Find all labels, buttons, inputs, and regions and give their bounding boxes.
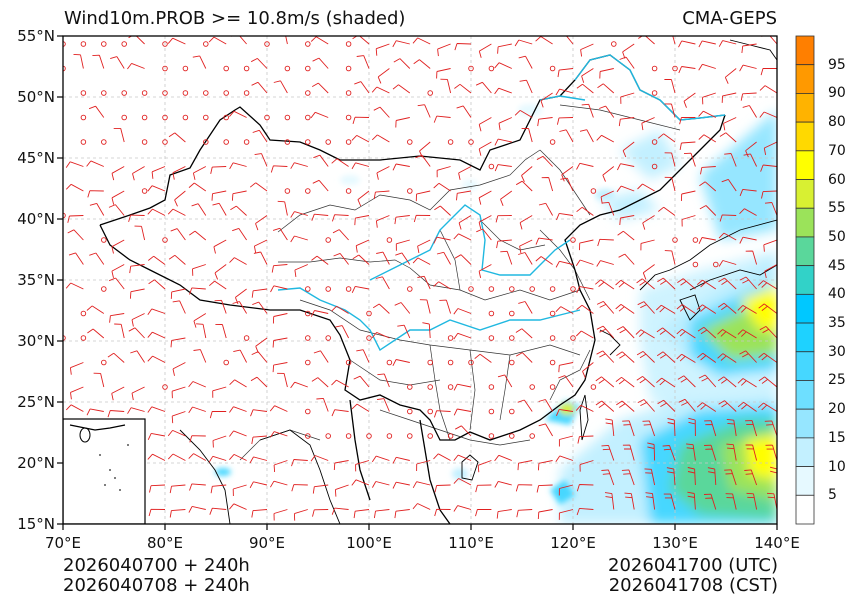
lon-label: 120°E: [550, 534, 596, 552]
coastlines: [179, 39, 777, 524]
colorbar-swatch: [795, 293, 815, 324]
colorbar-label: 20: [828, 401, 846, 418]
lon-label: 140°E: [754, 534, 800, 552]
lon-label: 90°E: [248, 534, 286, 552]
colorbar-label: 15: [828, 429, 846, 446]
lat-label: 50°N: [17, 88, 55, 106]
valid-time: 2026041700 (UTC) 2026041708 (CST): [608, 556, 778, 596]
lat-label: 35°N: [17, 271, 55, 289]
lon-label: 80°E: [146, 534, 184, 552]
colorbar-label: 30: [828, 343, 846, 360]
lon-label: 70°E: [44, 534, 82, 552]
colorbar-label: 60: [828, 171, 846, 188]
colorbar-label: 50: [828, 228, 846, 245]
colorbar-swatch: [795, 64, 815, 94]
lat-label: 55°N: [17, 27, 55, 45]
axis-ticks: [57, 35, 778, 530]
colorbar-label: 25: [828, 372, 846, 389]
colorbar-swatch: [795, 322, 815, 353]
colorbar-label: 55: [828, 200, 846, 217]
colorbar-label: 70: [828, 142, 846, 159]
colorbar-label: 90: [828, 85, 846, 102]
colorbar-swatch: [795, 150, 815, 180]
lat-label: 40°N: [17, 210, 55, 228]
colorbar-swatch: [795, 93, 815, 123]
colorbar-swatch: [795, 380, 815, 410]
chart-title: Wind10m.PROB >= 10.8m/s (shaded): [64, 8, 406, 29]
colorbar-label: 10: [828, 458, 846, 475]
wind-barbs: [63, 36, 777, 522]
colorbar-label: 95: [828, 56, 846, 73]
colorbar-swatch: [795, 494, 815, 525]
init-time: 2026040700 + 240h 2026040708 + 240h: [63, 556, 250, 596]
lon-label: 110°E: [448, 534, 494, 552]
colorbar-swatch: [795, 265, 815, 295]
colorbar-swatch: [795, 408, 815, 439]
colorbar-label: 40: [828, 286, 846, 303]
lat-label: 25°N: [17, 393, 55, 411]
colorbar-label: 45: [828, 257, 846, 274]
colorbar-swatch: [795, 351, 815, 381]
init-time-utc: 2026040700 + 240h: [63, 555, 250, 576]
rivers: [277, 54, 726, 352]
lat-label: 30°N: [17, 332, 55, 350]
lat-label: 20°N: [17, 454, 55, 472]
south-china-sea-inset: [63, 418, 146, 524]
colorbar-label: 35: [828, 315, 846, 332]
colorbar: [795, 35, 815, 525]
valid-time-cst: 2026041708 (CST): [608, 575, 778, 596]
colorbar-swatch: [795, 437, 815, 467]
lon-label: 130°E: [652, 534, 698, 552]
model-name: CMA-GEPS: [682, 8, 777, 29]
colorbar-swatch: [795, 466, 815, 496]
colorbar-swatch: [795, 207, 815, 238]
colorbar-label: 5: [828, 487, 837, 504]
lat-label: 45°N: [17, 149, 55, 167]
colorbar-label: 80: [828, 114, 846, 131]
colorbar-swatch: [795, 179, 815, 209]
colorbar-swatch: [795, 121, 815, 152]
init-time-cst: 2026040708 + 240h: [63, 575, 250, 596]
colorbar-swatch: [795, 35, 815, 66]
lon-label: 100°E: [346, 534, 392, 552]
colorbar-swatch: [795, 236, 815, 267]
valid-time-utc: 2026041700 (UTC): [608, 555, 778, 576]
lat-label: 15°N: [17, 515, 55, 533]
